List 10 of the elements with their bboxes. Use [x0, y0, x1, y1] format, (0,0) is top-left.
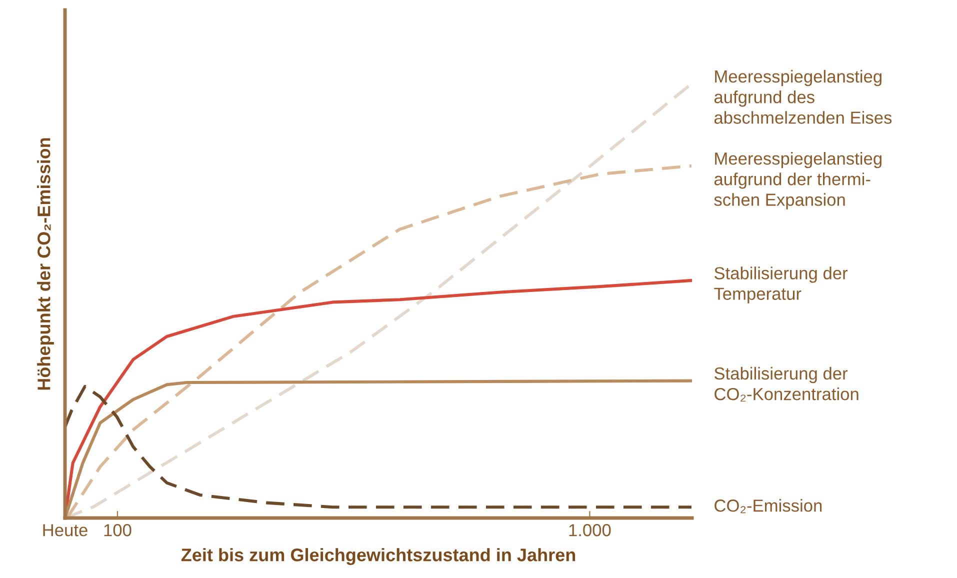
- series-label: Stabilisierung der CO₂-Konzentration: [714, 366, 858, 402]
- y-axis-title: Höhepunkt der CO₂-Emission: [37, 138, 54, 390]
- series-label: Stabilisierung der Temperatur: [714, 266, 848, 304]
- x-axis-title: Zeit bis zum Gleichgewichtszustand in Jahren: [181, 548, 576, 565]
- x-tick-label: Heute: [43, 524, 88, 536]
- x-tick-label: 100: [104, 524, 132, 536]
- series-label: CO₂-Emission: [714, 499, 822, 514]
- x-tick-label: 1.000: [569, 524, 611, 536]
- series-label: Meeresspiegelanstieg aufgrund des abschmelzenden Eises: [714, 70, 892, 124]
- series-label: Meeresspiegelanstieg aufgrund der thermi- schen Expansion: [714, 152, 882, 210]
